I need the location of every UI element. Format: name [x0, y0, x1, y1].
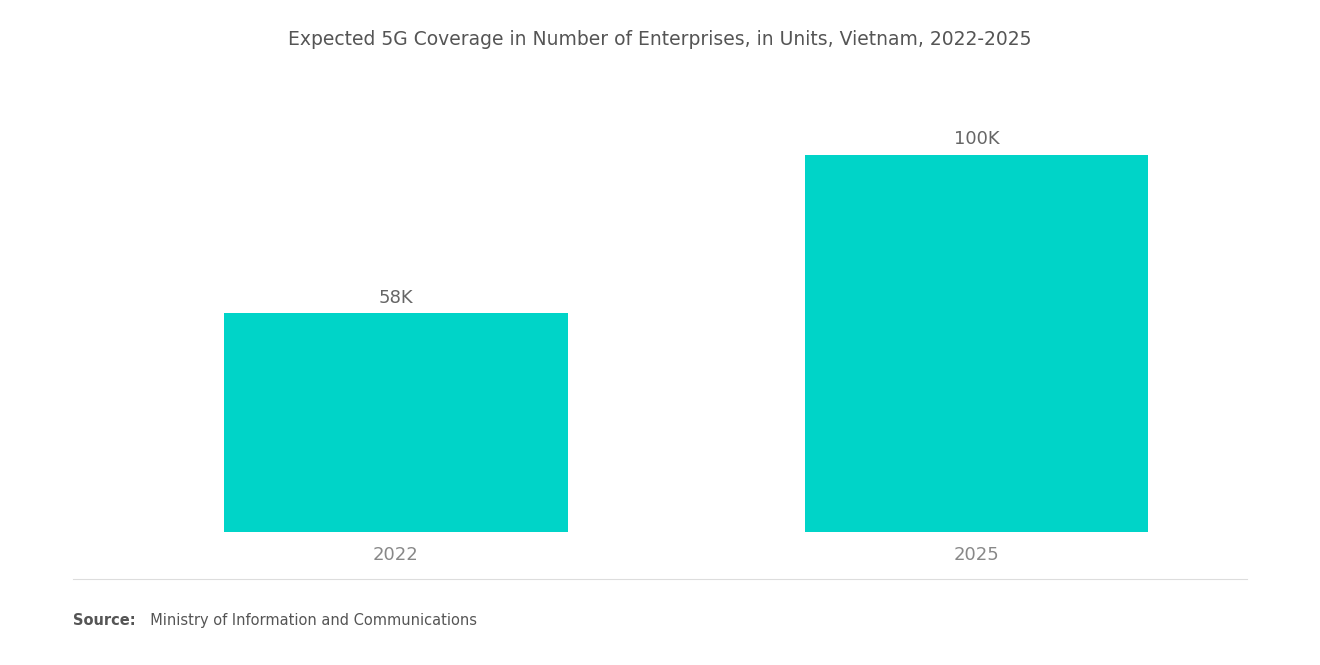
Text: 100K: 100K: [954, 130, 999, 148]
Bar: [224, 313, 568, 532]
Text: 58K: 58K: [379, 289, 413, 307]
Bar: [805, 155, 1148, 532]
Text: Ministry of Information and Communications: Ministry of Information and Communicatio…: [141, 613, 478, 628]
Text: Source:: Source:: [73, 613, 135, 628]
Text: Expected 5G Coverage in Number of Enterprises, in Units, Vietnam, 2022-2025: Expected 5G Coverage in Number of Enterp…: [288, 30, 1032, 49]
